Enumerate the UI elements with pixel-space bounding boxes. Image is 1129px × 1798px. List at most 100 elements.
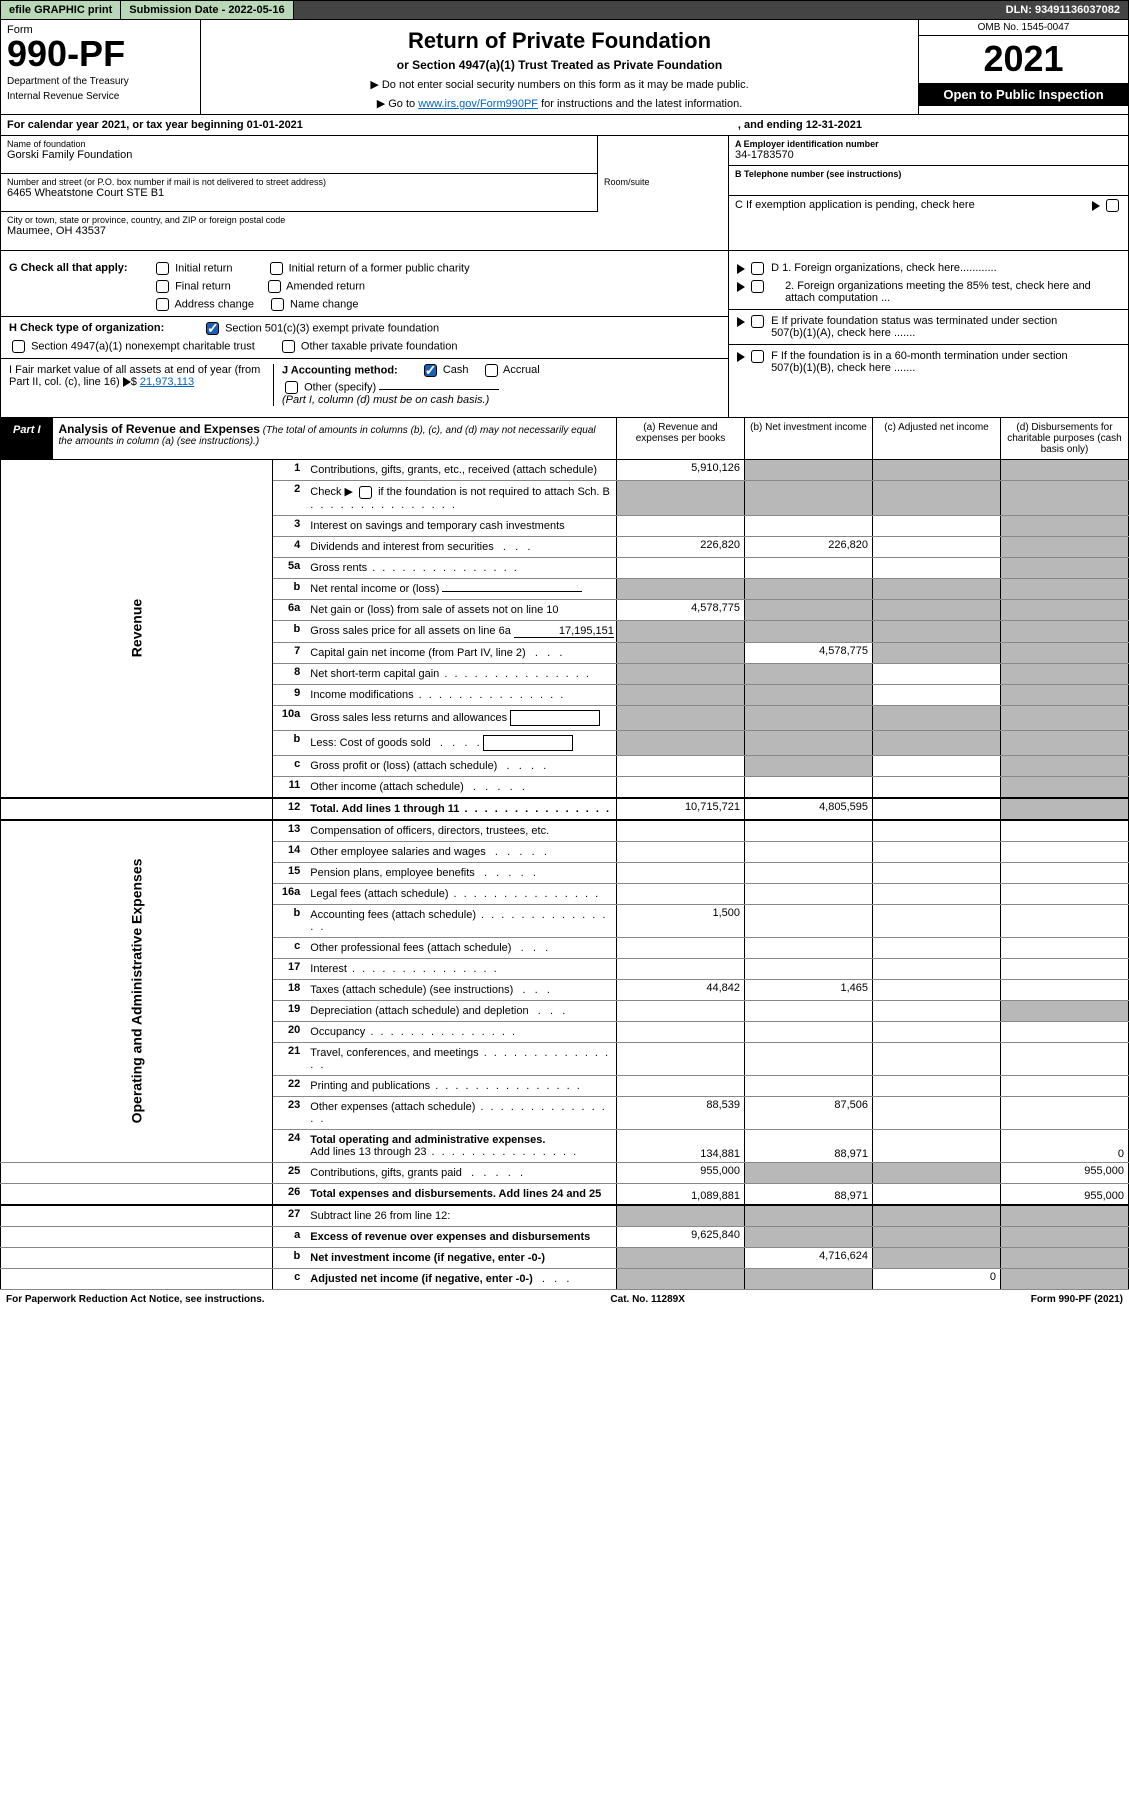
line-num: 19 <box>272 1000 308 1021</box>
f-label: F If the foundation is in a 60-month ter… <box>771 350 1091 374</box>
col-c-head: (c) Adjusted net income <box>872 418 1000 459</box>
d1-label: D 1. Foreign organizations, check here..… <box>771 262 997 274</box>
g-label: G Check all that apply: <box>9 262 149 274</box>
h3-label: Other taxable private foundation <box>301 340 458 352</box>
line-desc: Contributions, gifts, grants, etc., rece… <box>308 460 616 481</box>
line-num: 18 <box>272 979 308 1000</box>
c-checkbox[interactable] <box>1106 199 1119 212</box>
j-note: (Part I, column (d) must be on cash basi… <box>282 394 489 406</box>
efile-label[interactable]: efile GRAPHIC print <box>1 1 121 19</box>
line-desc: Check ▶ <box>310 486 353 498</box>
sch-b-checkbox[interactable] <box>359 486 372 499</box>
j-cash-checkbox[interactable] <box>424 364 437 377</box>
line-desc: Subtract line 26 from line 12: <box>308 1205 616 1227</box>
expenses-side-label: Operating and Administrative Expenses <box>128 859 144 1124</box>
col-a: 134,881 <box>617 1129 745 1162</box>
col-d: 0 <box>1001 1129 1129 1162</box>
g6-checkbox[interactable] <box>271 298 284 311</box>
table-row: bNet investment income (if negative, ent… <box>1 1247 1129 1268</box>
h1-checkbox[interactable] <box>206 322 219 335</box>
city-label: City or town, state or province, country… <box>7 215 722 225</box>
line-num: c <box>272 937 308 958</box>
d1-checkbox[interactable] <box>751 262 764 275</box>
arrow-icon <box>737 317 745 327</box>
line-desc: Other employee salaries and wages <box>310 846 485 858</box>
table-row: 12Total. Add lines 1 through 11 10,715,72… <box>1 798 1129 820</box>
e-label: E If private foundation status was termi… <box>771 315 1091 339</box>
g4-checkbox[interactable] <box>268 280 281 293</box>
j-other-checkbox[interactable] <box>285 381 298 394</box>
col-a: 10,715,721 <box>617 798 745 820</box>
d2-checkbox[interactable] <box>751 280 764 293</box>
note1: ▶ Do not enter social security numbers o… <box>209 78 910 91</box>
col-b: 4,805,595 <box>745 798 873 820</box>
line-num: b <box>272 578 308 599</box>
line-desc: Occupancy <box>310 1026 365 1038</box>
col-a: 1,500 <box>617 904 745 937</box>
topbar: efile GRAPHIC print Submission Date - 20… <box>0 0 1129 20</box>
ein: 34-1783570 <box>735 149 1122 161</box>
line-num: b <box>272 730 308 755</box>
g2-checkbox[interactable] <box>270 262 283 275</box>
c-label: C If exemption application is pending, c… <box>735 199 1122 211</box>
form-number: 990-PF <box>7 36 194 72</box>
col-a: 4,578,775 <box>617 599 745 620</box>
h2-checkbox[interactable] <box>12 340 25 353</box>
col-a: 955,000 <box>617 1162 745 1183</box>
g1-checkbox[interactable] <box>156 262 169 275</box>
col-b: 88,971 <box>745 1129 873 1162</box>
g5-checkbox[interactable] <box>156 298 169 311</box>
line-desc: Other expenses (attach schedule) <box>310 1101 475 1113</box>
h-label: H Check type of organization: <box>9 322 199 334</box>
line-desc: Less: Cost of goods sold <box>310 737 430 749</box>
part1-title: Analysis of Revenue and Expenses <box>59 422 260 436</box>
e-checkbox[interactable] <box>751 315 764 328</box>
city-state-zip: Maumee, OH 43537 <box>7 225 722 237</box>
line-num: 4 <box>272 536 308 557</box>
cat-no: Cat. No. 11289X <box>610 1294 684 1305</box>
j-accrual-checkbox[interactable] <box>485 364 498 377</box>
fmv-value[interactable]: 21,973,113 <box>140 376 194 388</box>
line-num: 17 <box>272 958 308 979</box>
line-num: 16a <box>272 883 308 904</box>
line-num: a <box>272 1226 308 1247</box>
col-b: 87,506 <box>745 1096 873 1129</box>
col-b: 88,971 <box>745 1183 873 1205</box>
line-num: c <box>272 755 308 776</box>
line-num: c <box>272 1268 308 1289</box>
line-num: 5a <box>272 557 308 578</box>
line-desc: Interest <box>310 963 347 975</box>
table-row: Operating and Administrative Expenses 13… <box>1 820 1129 842</box>
form-subtitle: or Section 4947(a)(1) Trust Treated as P… <box>209 58 910 72</box>
col-a: 9,625,840 <box>617 1226 745 1247</box>
h3-checkbox[interactable] <box>282 340 295 353</box>
arrow-icon <box>123 377 131 387</box>
col-b: 1,465 <box>745 979 873 1000</box>
line-num: 2 <box>272 481 308 516</box>
part1-header: Part I Analysis of Revenue and Expenses … <box>0 418 1129 460</box>
f-checkbox[interactable] <box>751 350 764 363</box>
g3-checkbox[interactable] <box>156 280 169 293</box>
col-a: 226,820 <box>617 536 745 557</box>
id-grid: Name of foundation Gorski Family Foundat… <box>0 136 1129 251</box>
col-c: 0 <box>873 1268 1001 1289</box>
line-desc: Compensation of officers, directors, tru… <box>308 820 616 842</box>
cal-begin: For calendar year 2021, or tax year begi… <box>7 119 303 131</box>
inline-val: 17,195,151 <box>514 625 614 638</box>
g3-label: Final return <box>175 280 231 292</box>
col-d-head: (d) Disbursements for charitable purpose… <box>1000 418 1128 459</box>
arrow-icon <box>737 264 745 274</box>
arrow-icon <box>737 282 745 292</box>
line-desc: Gross profit or (loss) (attach schedule) <box>310 760 497 772</box>
g6-label: Name change <box>290 298 359 310</box>
line-desc: Net rental income or (loss) <box>310 583 439 595</box>
line-desc: Interest on savings and temporary cash i… <box>308 515 616 536</box>
note2-post: for instructions and the latest informat… <box>538 98 742 110</box>
j-label: J Accounting method: <box>282 364 398 376</box>
line-num: b <box>272 904 308 937</box>
line-num: 12 <box>272 798 308 820</box>
col-d: 955,000 <box>1001 1162 1129 1183</box>
instructions-link[interactable]: www.irs.gov/Form990PF <box>418 98 538 110</box>
line-num: 22 <box>272 1075 308 1096</box>
line-desc: Total. Add lines 1 through 11 <box>310 803 459 815</box>
